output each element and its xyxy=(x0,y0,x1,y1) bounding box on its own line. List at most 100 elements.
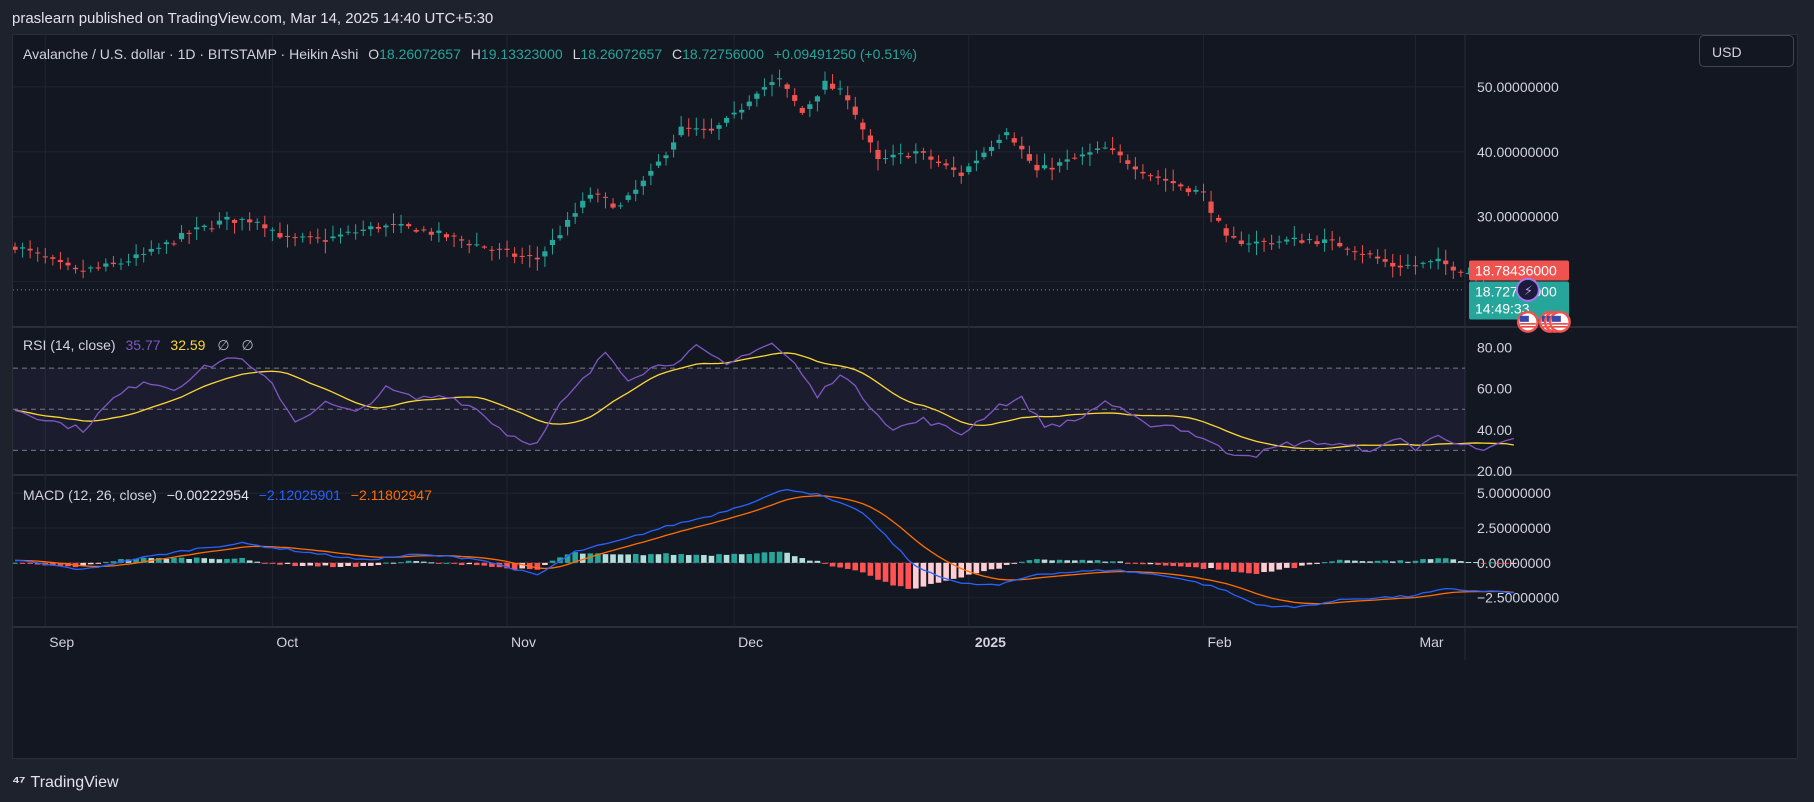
macd-hist-bar xyxy=(1374,560,1381,563)
candle-body xyxy=(231,219,238,223)
candle-body xyxy=(1087,152,1093,155)
macd-hist-bar xyxy=(557,557,563,563)
candle xyxy=(1329,231,1335,251)
candle-body xyxy=(1026,154,1032,161)
macd-hist-bar xyxy=(1072,560,1078,563)
candle-body xyxy=(474,244,480,246)
macd-hist-bar xyxy=(1132,562,1139,564)
candle-body xyxy=(557,235,563,239)
candle-body xyxy=(95,267,101,269)
macd-hist-bar xyxy=(322,562,329,566)
candle-body xyxy=(406,224,412,227)
macd-hist-bar xyxy=(315,562,321,567)
candle xyxy=(1435,247,1441,270)
us-flag-icon xyxy=(1548,310,1571,333)
macd-hist-bar xyxy=(156,557,162,563)
candle-body xyxy=(814,96,821,102)
candle xyxy=(1110,136,1116,155)
candle-body xyxy=(776,78,783,80)
candle xyxy=(1041,153,1048,170)
macd-hist-bar xyxy=(1094,560,1101,563)
candle xyxy=(254,218,260,230)
price-change: +0.09491250 (+0.51%) xyxy=(773,46,918,62)
candle xyxy=(928,149,934,169)
rsi-pane-header: RSI (14, close) 35.77 32.59 ∅ ∅ xyxy=(23,337,254,354)
candle-body xyxy=(618,205,624,207)
chart-canvas[interactable]: Sep Oct Nov Dec 2025 Feb Mar 50.00000000 40.0000… xyxy=(13,35,1797,758)
candle xyxy=(595,188,601,203)
last-price-tag xyxy=(1469,260,1569,281)
candle-body xyxy=(383,225,389,228)
macd-hist-bar xyxy=(890,562,896,586)
candle xyxy=(587,187,593,203)
macd-hist-bar xyxy=(837,562,843,568)
candle-body xyxy=(928,156,934,160)
candle xyxy=(1337,236,1343,248)
candle-body xyxy=(72,267,79,270)
candle xyxy=(1344,246,1350,256)
macd-hist-bar xyxy=(602,554,609,563)
candle xyxy=(860,118,866,140)
candle xyxy=(216,212,222,229)
symbol-title[interactable]: Avalanche / U.S. dollar · 1D · BITSTAMP … xyxy=(23,46,359,62)
candle-body xyxy=(678,126,684,136)
candle-body xyxy=(1170,181,1176,184)
candle xyxy=(723,115,730,127)
tradingview-logo[interactable]: ⁴⁷ TradingView xyxy=(12,774,119,792)
macd-hist-bar xyxy=(1465,561,1472,563)
candle-body xyxy=(360,229,366,232)
candle-body xyxy=(421,229,427,231)
candle-body xyxy=(156,247,162,249)
macd-hist-bar xyxy=(209,558,215,563)
macd-hist-bar xyxy=(663,553,669,563)
candle-body xyxy=(1405,264,1411,266)
candle xyxy=(375,222,381,233)
macd-hist-bar xyxy=(738,554,745,563)
macd-hist-bar xyxy=(246,560,253,563)
macd-hist-bar xyxy=(1306,562,1313,565)
candle-body xyxy=(1299,240,1305,243)
candle-body xyxy=(1216,217,1222,221)
candle xyxy=(57,251,64,270)
candle xyxy=(1253,230,1260,256)
ohlc-open-label: O xyxy=(368,46,380,62)
time-tick-label: 2025 xyxy=(975,634,1006,650)
candle-body xyxy=(133,254,139,259)
candle xyxy=(277,222,283,240)
candle-body xyxy=(708,128,715,131)
macd-hist-bar xyxy=(1003,562,1010,565)
macd-hist-bar xyxy=(231,558,238,563)
candle xyxy=(330,225,336,242)
candle-body xyxy=(1193,189,1199,192)
candle-body xyxy=(905,155,911,158)
macd-hist-bar xyxy=(1019,561,1025,563)
candle xyxy=(1140,164,1146,180)
candle-body xyxy=(1117,151,1123,156)
candle xyxy=(1397,254,1403,277)
candle xyxy=(504,240,510,258)
candle-body xyxy=(1178,184,1184,187)
macd-hist-bar xyxy=(1344,560,1351,563)
currency-button[interactable]: USD xyxy=(1699,35,1794,67)
macd-tick-label: −2.50000000 xyxy=(1477,590,1559,606)
macd-hist-bar xyxy=(1435,558,1441,563)
candle-body xyxy=(1435,258,1441,262)
rsi-label[interactable]: RSI (14, close) xyxy=(23,337,116,353)
candle-body xyxy=(1359,253,1366,255)
candle xyxy=(754,91,760,107)
macd-hist-bar xyxy=(1503,562,1510,564)
candle xyxy=(110,256,117,268)
candle xyxy=(1216,214,1222,223)
candle-body xyxy=(345,231,351,233)
candle-body xyxy=(57,259,64,263)
macd-hist-bar xyxy=(171,557,177,563)
macd-label[interactable]: MACD (12, 26, close) xyxy=(23,487,157,503)
candle xyxy=(1420,261,1426,269)
candle xyxy=(1450,261,1456,279)
candle xyxy=(1458,269,1464,278)
candle-body xyxy=(981,152,987,158)
macd-hist-bar xyxy=(1405,561,1411,563)
chart-frame[interactable]: Sep Oct Nov Dec 2025 Feb Mar 50.00000000 40.0000… xyxy=(12,34,1798,759)
macd-hist-bar xyxy=(814,560,821,563)
candle xyxy=(784,82,790,98)
